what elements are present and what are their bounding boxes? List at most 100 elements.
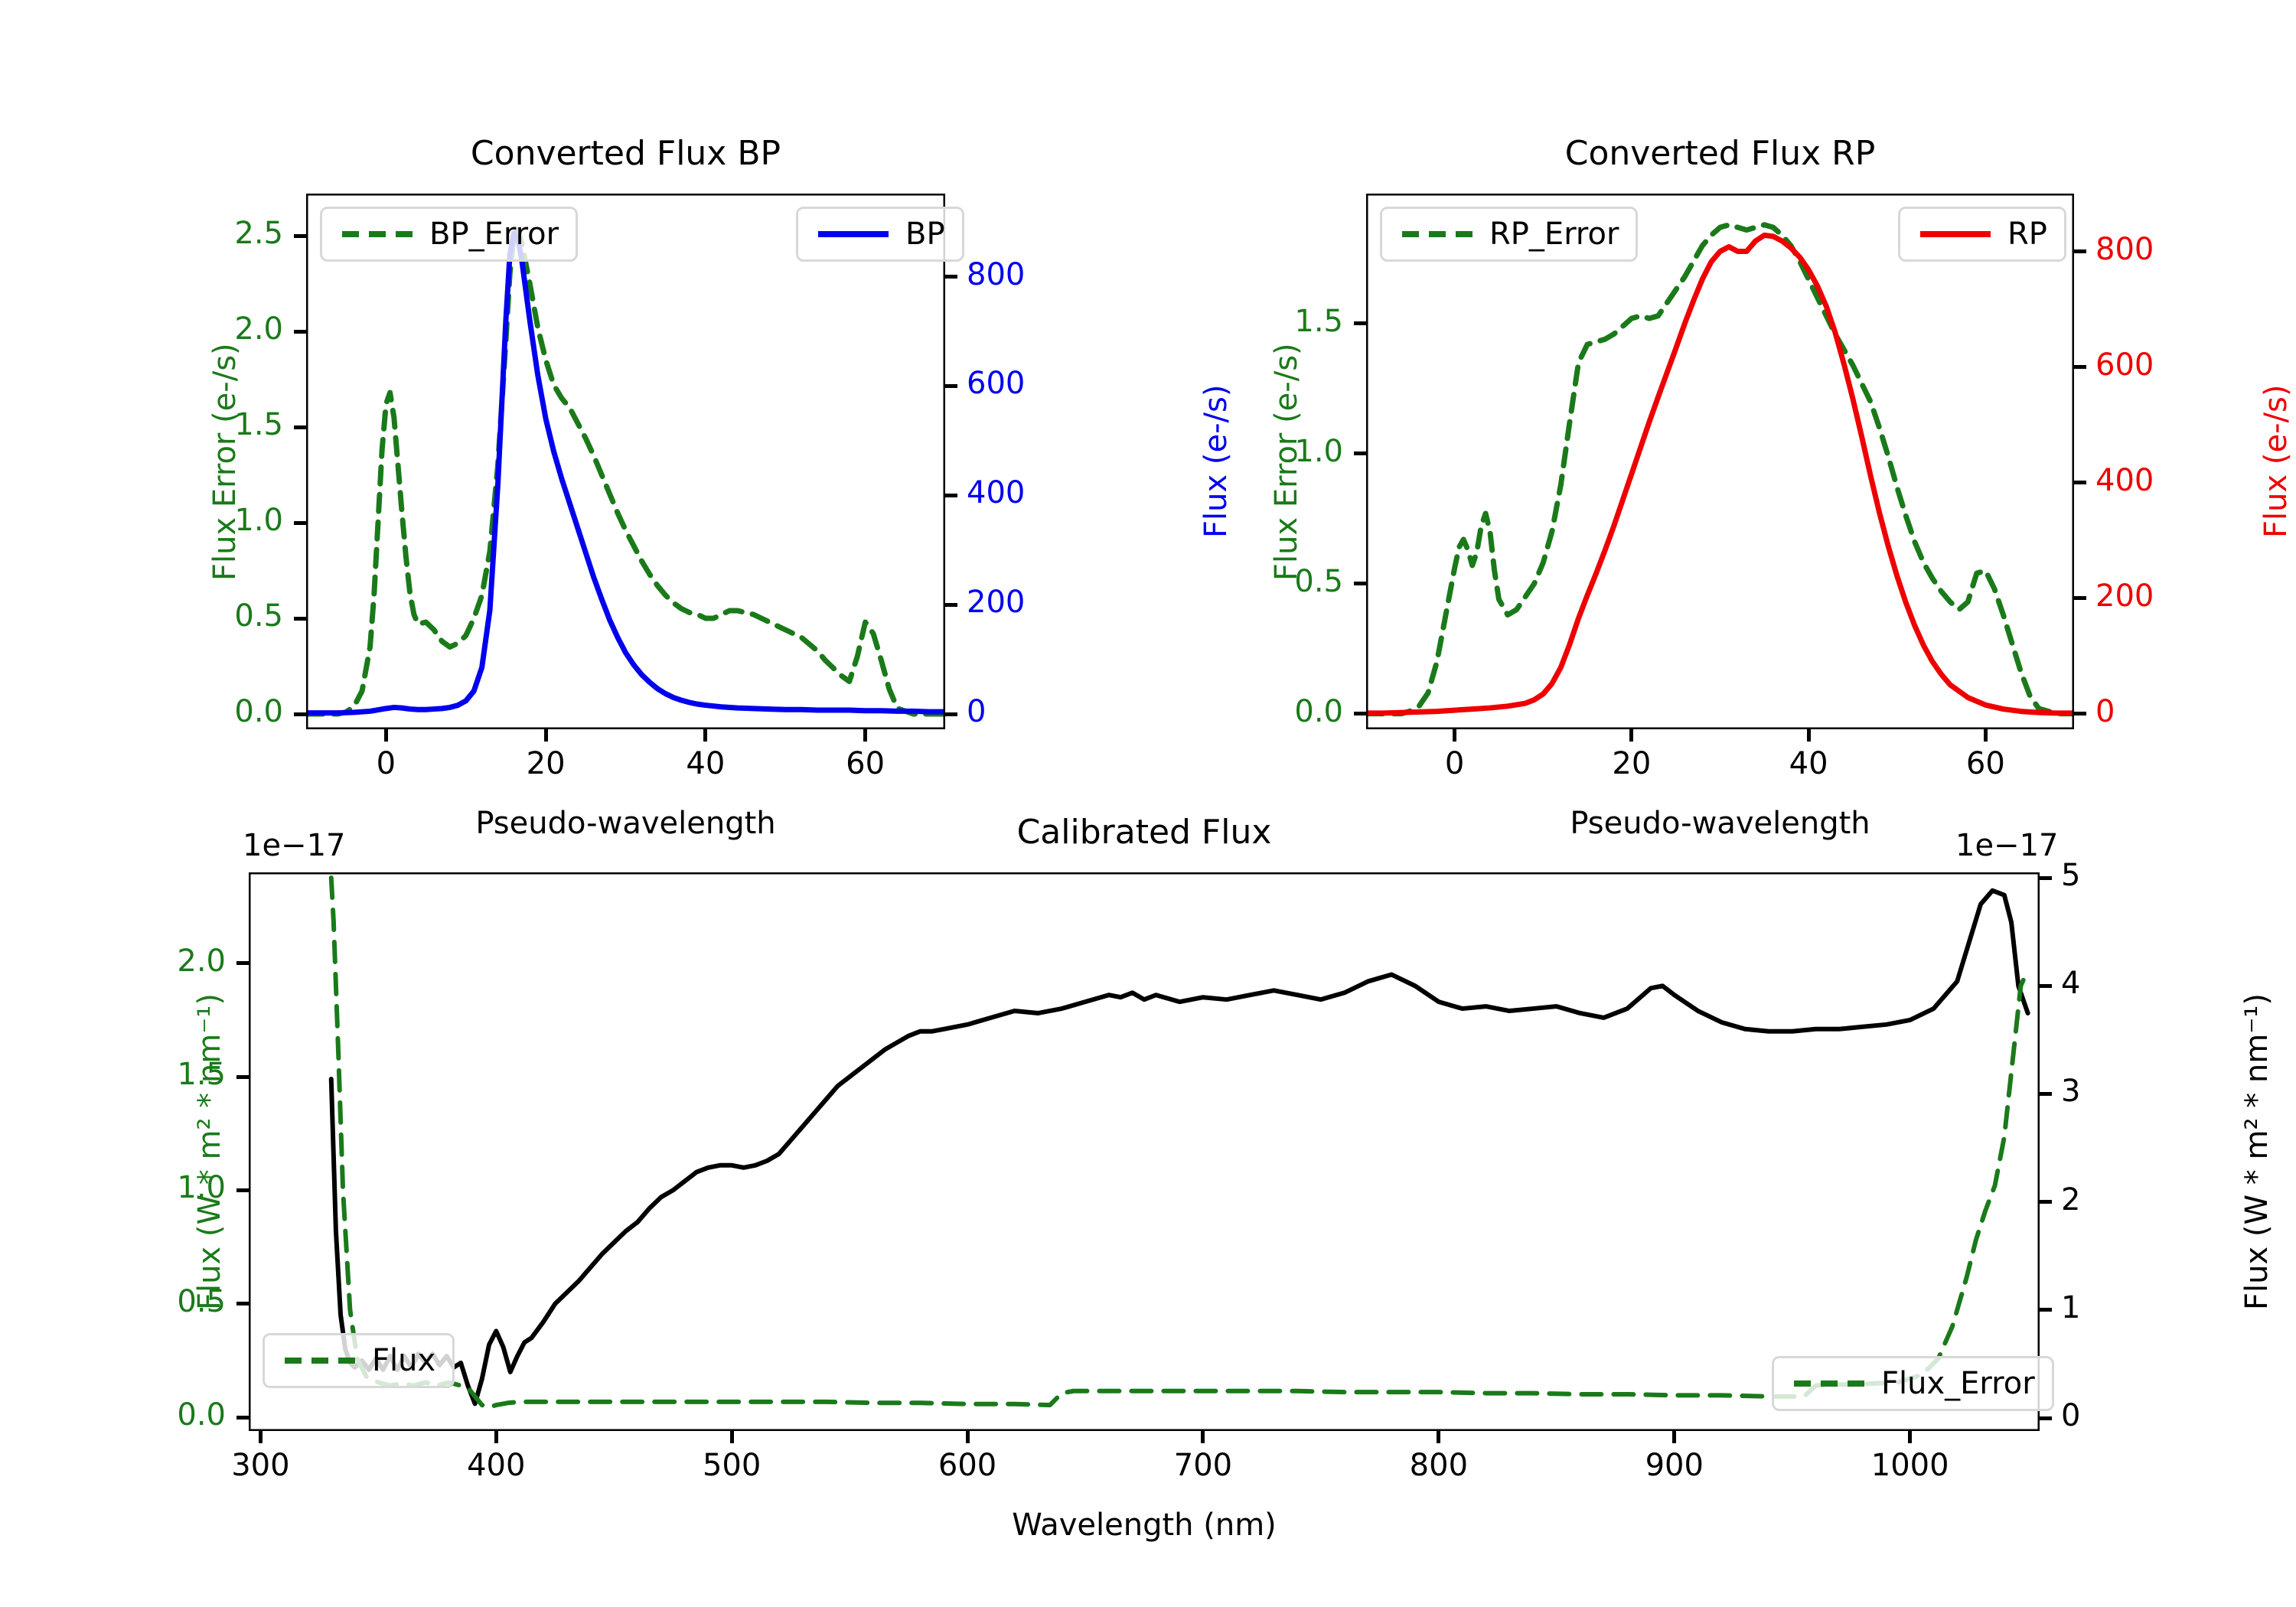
bp-legend-error-swatch — [342, 231, 413, 237]
rp-xticklabel: 0 — [1444, 746, 1465, 781]
bp-ytick-right-3 — [945, 383, 957, 388]
bp-xticklabel: 20 — [526, 746, 566, 781]
bp-ytick-right-0 — [945, 712, 957, 716]
bp-ytick-left-0 — [294, 712, 306, 716]
rp-yticklabel-left: 1.5 — [1294, 303, 1343, 339]
calibrated-ytick-right-5 — [2040, 875, 2052, 880]
calibrated-yticklabel-right: 5 — [2061, 858, 2081, 894]
calibrated-axes-frame — [249, 872, 2040, 1431]
calibrated-legend-error[interactable]: Flux — [263, 1333, 455, 1388]
calibrated-yticklabel-right: 1 — [2061, 1289, 2081, 1325]
calibrated-xticklabel: 500 — [702, 1448, 762, 1483]
bp-ytick-left-1 — [294, 616, 306, 621]
calibrated-xtick-400 — [494, 1431, 498, 1443]
rp-title: Converted Flux RP — [1564, 134, 1876, 173]
bp-legend-error[interactable]: BP_Error — [320, 207, 579, 262]
calibrated-legend-error-label: Flux — [372, 1343, 436, 1378]
calibrated-xticklabel: 600 — [938, 1448, 997, 1483]
calibrated-yticklabel-left: 0.0 — [177, 1397, 226, 1433]
rp-series-rp_error — [1366, 222, 2074, 717]
calibrated-yticklabel-right: 3 — [2061, 1074, 2081, 1110]
calibrated-ylabel-left: Flux (W * m² * nm⁻¹) — [192, 993, 227, 1310]
rp-ytick-left-2 — [1354, 451, 1366, 456]
calibrated-series-flux_error — [328, 875, 2030, 1410]
calibrated-yticklabel-right: 0 — [2061, 1398, 2081, 1434]
calibrated-xlabel: Wavelength (nm) — [1012, 1508, 1277, 1543]
calibrated-yticklabel-right: 2 — [2061, 1182, 2081, 1217]
rp-yticklabel-left: 0.5 — [1294, 563, 1343, 599]
bp-xtick-0 — [383, 729, 388, 742]
calibrated-yticklabel-left: 1.0 — [177, 1170, 226, 1206]
bp-legend-flux-swatch — [818, 231, 889, 237]
rp-ylabel-right: Flux (e-/s) — [2258, 384, 2294, 538]
calibrated-ytick-left-4 — [236, 961, 249, 966]
calibrated-plot-area — [249, 872, 2040, 1431]
bp-yticklabel-left: 0.0 — [234, 694, 283, 729]
bp-yticklabel-right: 200 — [967, 585, 1026, 621]
bp-yticklabel-left: 1.0 — [234, 503, 283, 538]
rp-legend-flux[interactable]: RP — [1898, 207, 2066, 262]
rp-yticklabel-right: 400 — [2095, 462, 2154, 498]
bp-title: Converted Flux BP — [470, 134, 781, 173]
bp-ylabel-left: Flux Error (e-/s) — [207, 342, 243, 581]
rp-xticklabel: 20 — [1612, 746, 1652, 781]
bp-series-bp_error — [306, 227, 945, 717]
rp-xlabel: Pseudo-wavelength — [1570, 806, 1870, 841]
calibrated-ytick-right-0 — [2040, 1416, 2052, 1420]
rp-ytick-left-1 — [1354, 582, 1366, 586]
rp-legend-error[interactable]: RP_Error — [1380, 207, 1639, 262]
bp-legend-flux[interactable]: BP — [796, 207, 964, 262]
bp-ytick-right-1 — [945, 602, 957, 607]
calibrated-ytick-right-3 — [2040, 1091, 2052, 1096]
calibrated-xtick-600 — [965, 1431, 970, 1443]
calibrated-yticklabel-left: 2.0 — [177, 943, 226, 979]
calibrated-legend-flux[interactable]: Flux_Error — [1772, 1356, 2054, 1411]
bp-ytick-right-2 — [945, 493, 957, 497]
bp-yticklabel-right: 800 — [967, 256, 1026, 292]
bp-ytick-right-4 — [945, 275, 957, 279]
calibrated-xtick-300 — [258, 1431, 263, 1443]
rp-legend-error-label: RP_Error — [1489, 217, 1619, 252]
rp-ytick-right-4 — [2074, 249, 2086, 253]
bp-yticklabel-right: 400 — [967, 475, 1026, 511]
calibrated-xticklabel: 300 — [231, 1448, 290, 1483]
calibrated-xtick-700 — [1201, 1431, 1205, 1443]
rp-legend-flux-label: RP — [2007, 217, 2047, 252]
bp-yticklabel-left: 2.5 — [234, 216, 283, 251]
calibrated-ytick-right-4 — [2040, 983, 2052, 988]
bp-yticklabel-right: 600 — [967, 366, 1026, 402]
calibrated-legend-flux-swatch — [1794, 1380, 1864, 1387]
rp-legend-flux-swatch — [1920, 231, 1991, 237]
calibrated-legend-flux-label: Flux_Error — [1881, 1366, 2035, 1401]
bp-xticklabel: 40 — [686, 746, 726, 781]
bp-ytick-left-3 — [294, 425, 306, 429]
bp-ytick-left-2 — [294, 520, 306, 525]
rp-legend-error-swatch — [1402, 231, 1473, 237]
calibrated-xtick-800 — [1437, 1431, 1441, 1443]
rp-ytick-left-3 — [1354, 321, 1366, 326]
calibrated-yticklabel-left: 1.5 — [177, 1057, 226, 1093]
rp-yticklabel-right: 0 — [2095, 693, 2115, 729]
rp-ytick-right-0 — [2074, 712, 2086, 716]
rp-xtick-40 — [1806, 729, 1811, 742]
bp-plot-area — [306, 194, 945, 729]
rp-xtick-20 — [1629, 729, 1634, 742]
calibrated-xticklabel: 700 — [1173, 1448, 1233, 1483]
bp-yticklabel-left: 0.5 — [234, 598, 283, 634]
bp-ytick-left-4 — [294, 329, 306, 334]
rp-yticklabel-right: 200 — [2095, 578, 2154, 614]
calibrated-ytick-left-2 — [236, 1188, 249, 1192]
calibrated-title: Calibrated Flux — [1016, 813, 1272, 852]
rp-ylabel-left: Flux Error (e-/s) — [1269, 342, 1304, 581]
bp-ytick-left-5 — [294, 233, 306, 238]
rp-ytick-right-1 — [2074, 596, 2086, 601]
rp-yticklabel-left: 0.0 — [1294, 693, 1343, 729]
rp-axes-frame — [1366, 194, 2074, 729]
bp-xticklabel: 60 — [846, 746, 885, 781]
rp-ytick-right-2 — [2074, 481, 2086, 485]
rp-xticklabel: 40 — [1789, 746, 1828, 781]
calibrated-legend-error-swatch — [285, 1358, 355, 1364]
calibrated-xtick-1000 — [1908, 1431, 1913, 1443]
bp-xtick-60 — [863, 729, 868, 742]
